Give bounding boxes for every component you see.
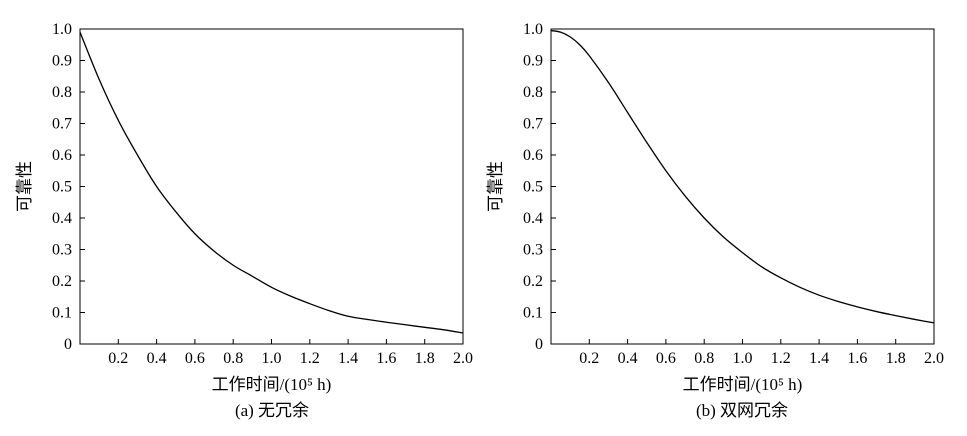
x-tick-label: 1.4 (809, 350, 829, 367)
x-tick-label: 0.6 (185, 350, 205, 367)
y-tick-label: 0.9 (523, 53, 543, 70)
y-tick-label: 0.6 (52, 147, 72, 164)
y-tick-label: 0.3 (523, 242, 543, 259)
y-tick-label: 1.0 (523, 21, 543, 38)
reliability-curve (550, 29, 935, 324)
chart-panel-b: 0 0.1 0.2 0.3 0.4 0.5 0.6 0.7 0.8 0.9 1.0 0.2 0.4 0.6… (486, 21, 944, 420)
y-tick-label: 0.2 (523, 273, 543, 290)
y-tick-label: 0.5 (52, 179, 72, 196)
y-axis-label: 可靠性 (486, 161, 505, 212)
y-tick-label: 0.4 (523, 210, 543, 227)
x-tick-label: 1.6 (847, 350, 867, 367)
plot-frame (550, 28, 935, 345)
chart-caption: (b) 双网冗余 (696, 401, 788, 420)
y-tick-label: 0.1 (52, 305, 72, 322)
x-tick-label: 0.4 (147, 350, 167, 367)
y-tick-label: 0.1 (523, 305, 543, 322)
y-tick-label: 0.8 (523, 84, 543, 101)
y-tick-label: 0.5 (523, 179, 543, 196)
x-tick-label: 2.0 (924, 350, 944, 367)
x-tick-label: 0.2 (108, 350, 128, 367)
x-tick-label: 0.6 (656, 350, 676, 367)
plot-frame (79, 28, 464, 345)
y-tick-label: 0.8 (52, 84, 72, 101)
x-tick-label: 1.2 (300, 350, 320, 367)
x-tick-label: 1.0 (262, 350, 282, 367)
x-tick-label: 1.8 (415, 350, 435, 367)
x-axis-label: 工作时间/(10⁵ h) (683, 375, 803, 394)
x-tick-label: 0.8 (223, 350, 243, 367)
y-tick-label: 0 (64, 336, 72, 353)
y-axis-label: 可靠性 (15, 161, 34, 212)
y-tick-label: 0.4 (52, 210, 72, 227)
x-tick-label: 1.0 (733, 350, 753, 367)
x-tick-label: 1.8 (886, 350, 906, 367)
x-tick-label: 2.0 (453, 350, 473, 367)
y-tick-label: 0.9 (52, 53, 72, 70)
x-tick-label: 0.8 (694, 350, 714, 367)
x-tick-label: 1.6 (376, 350, 396, 367)
reliability-curve (79, 31, 464, 334)
y-tick-label: 0.7 (523, 116, 543, 133)
y-tick-label: 0.7 (52, 116, 72, 133)
y-tick-label: 0 (535, 336, 543, 353)
x-tick-label: 0.2 (579, 350, 599, 367)
chart-caption: (a) 无冗余 (235, 401, 309, 420)
y-tick-label: 0.6 (523, 147, 543, 164)
x-tick-label: 1.4 (338, 350, 358, 367)
y-tick-label: 0.3 (52, 242, 72, 259)
y-tick-label: 1.0 (52, 21, 72, 38)
y-tick-label: 0.2 (52, 273, 72, 290)
x-tick-label: 0.4 (618, 350, 638, 367)
x-axis-label: 工作时间/(10⁵ h) (212, 375, 332, 394)
x-tick-label: 1.2 (771, 350, 791, 367)
chart-panel-a: 0 0.1 0.2 0.3 0.4 0.5 0.6 0.7 0.8 0.9 1.0 0.2 0.4 0.6… (15, 21, 473, 420)
